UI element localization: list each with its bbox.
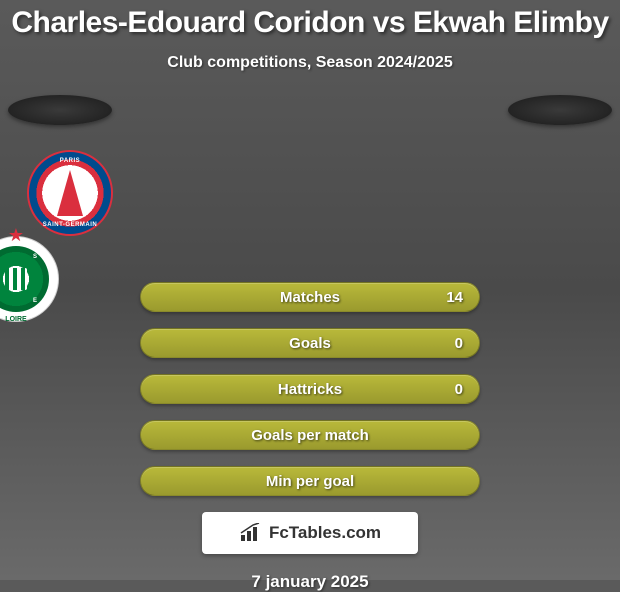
star-icon: ★ [8,225,24,246]
stripes-icon [5,268,27,290]
stat-label: Goals [289,335,331,352]
stat-bar-goals-per-match: Goals per match [140,420,480,450]
stat-value-right: 0 [455,381,463,398]
asse-inner-circle: A S S E [0,246,49,312]
subtitle: Club competitions, Season 2024/2025 [0,54,620,72]
stat-bar-min-per-goal: Min per goal [140,466,480,496]
asse-letter-e: E [33,298,37,304]
page-title: Charles-Edouard Coridon vs Ekwah Elimby [0,0,620,40]
eiffel-tower-icon [57,170,83,216]
logo-text: FcTables.com [269,523,381,543]
stat-bars: Matches 14 Goals 0 Hattricks 0 Goals per… [140,282,480,496]
psg-text-top: PARIS [60,158,80,164]
stat-bar-hattricks: Hattricks 0 [140,374,480,404]
fctables-logo: FcTables.com [202,512,418,554]
asse-bottom-text: LOIRE [5,316,26,323]
comparison-content: PARIS SAINT-GERMAIN ★ A S S E LOIRE Matc… [0,110,620,592]
stat-label: Hattricks [278,381,342,398]
psg-text-bottom: SAINT-GERMAIN [43,222,98,228]
stat-value-right: 14 [446,289,463,306]
player-oval-right [508,95,612,125]
bar-chart-icon [239,523,263,543]
date-text: 7 january 2025 [0,572,620,592]
asse-letter-s1: S [33,254,37,260]
stat-label: Goals per match [251,427,369,444]
club-badge-asse: ★ A S S E LOIRE [0,236,59,322]
stat-value-right: 0 [455,335,463,352]
stat-bar-goals: Goals 0 [140,328,480,358]
player-oval-left [8,95,112,125]
club-badge-psg: PARIS SAINT-GERMAIN [27,150,113,236]
stat-label: Matches [280,289,340,306]
stat-label: Min per goal [266,473,354,490]
stat-bar-matches: Matches 14 [140,282,480,312]
